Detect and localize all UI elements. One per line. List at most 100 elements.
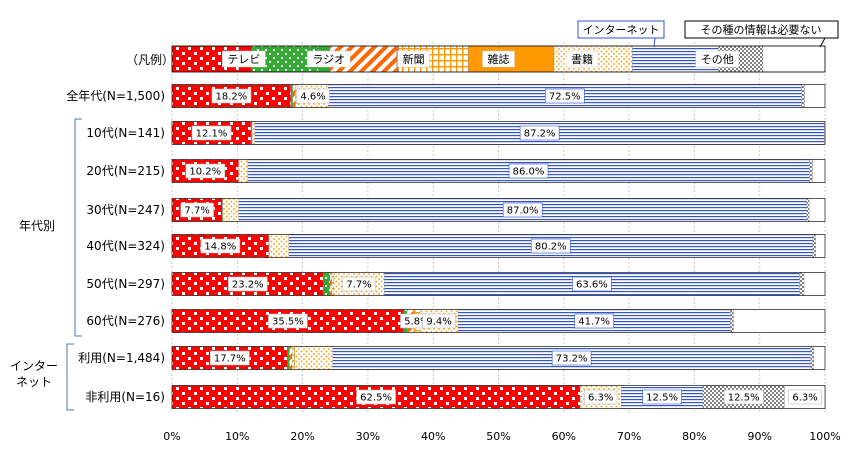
bar-segment [730, 309, 734, 333]
data-label-box [642, 389, 682, 405]
data-label-box [723, 389, 764, 405]
data-label: 12.5% [646, 393, 678, 404]
data-label-box [209, 350, 250, 366]
bar-frame [171, 234, 826, 258]
bar-segment [804, 84, 826, 108]
legend-label-box [222, 50, 266, 68]
data-label-box [268, 313, 308, 329]
data-label: 63.6% [576, 280, 608, 291]
x-tick-label: 40% [421, 430, 445, 443]
data-label-box [296, 88, 330, 104]
legend-label: 雑誌 [488, 52, 510, 66]
data-label: 12.5% [728, 393, 760, 404]
row-labels: 全年代(N=1,500) 10代(N=141) 20代(N=215) 30代(N=24… [66, 88, 165, 404]
bar-frame [171, 121, 826, 145]
bars [171, 84, 826, 409]
data-label: 87.2% [524, 129, 556, 140]
bar-segment [799, 272, 805, 296]
legend-label: テレビ [227, 53, 260, 66]
legend-swatch [762, 45, 826, 73]
bar-frame [171, 198, 826, 222]
data-label-box [422, 313, 456, 329]
data-label: 41.7% [578, 317, 610, 328]
row-label: 40代(N=324) [86, 239, 165, 253]
legend-label-box [695, 50, 740, 68]
bar-segment [323, 272, 331, 296]
x-axis-ticks: 0% 10% 20% 30% 40% 50% 60% 70% 80% 90% 100% [163, 430, 840, 443]
bar-frame [171, 272, 826, 296]
x-tick-label: 60% [552, 430, 576, 443]
legend-label-box [482, 50, 515, 68]
callout-none-text: その種の情報は必要ない [701, 23, 822, 37]
data-label: 86.0% [513, 167, 545, 178]
x-tick-label: 70% [617, 430, 641, 443]
x-tick-label: 80% [682, 430, 706, 443]
data-label: 6.3% [792, 393, 817, 404]
bar-segment [815, 234, 826, 258]
bar-segment [222, 198, 239, 222]
bar-frame [171, 346, 826, 370]
data-label-box [544, 88, 585, 104]
bar-segment [252, 121, 256, 145]
bar-segment [803, 272, 826, 296]
data-label: 62.5% [360, 393, 392, 404]
data-label-box [788, 389, 822, 405]
legend-label: その他 [701, 53, 734, 66]
legend-label-box [565, 50, 599, 68]
row-label: 30代(N=247) [86, 203, 165, 217]
callout-internet: インターネット [577, 20, 665, 48]
data-label: 10.2% [189, 167, 221, 178]
bar-segment [269, 234, 290, 258]
data-label: 7.7% [184, 206, 209, 217]
data-label-box [551, 350, 592, 366]
legend-label: ラジオ [312, 53, 345, 66]
bar-frame [171, 159, 826, 183]
bar-segment [294, 346, 333, 370]
legend-frame [171, 45, 826, 73]
data-label-box [185, 163, 226, 179]
data-label-box [502, 202, 543, 218]
legend-row-label: （凡例） [126, 53, 174, 67]
x-tick-label: 30% [356, 430, 380, 443]
data-label-box [200, 238, 241, 254]
data-label: 12.1% [196, 129, 228, 140]
bar-segment [292, 84, 296, 108]
bar-frame [171, 309, 826, 333]
data-label: 5.8% [404, 317, 429, 328]
bar-segment [250, 121, 253, 145]
bar-segment [733, 309, 826, 333]
row-label: 非利用(N=16) [85, 390, 165, 404]
bar-segment [292, 346, 295, 370]
bar-segment [290, 84, 293, 108]
callout-internet-text: インターネット [583, 24, 660, 37]
legend-label: 新聞 [403, 52, 425, 66]
data-label: 14.8% [204, 242, 236, 253]
bar-segment [812, 234, 817, 258]
bar-segment [289, 346, 293, 370]
row-label: 60代(N=276) [86, 314, 165, 328]
row-label: 50代(N=297) [86, 277, 165, 291]
bar-segment [812, 159, 826, 183]
bar-segment [238, 159, 248, 183]
data-label: 72.5% [549, 92, 581, 103]
x-tick-label: 0% [163, 430, 180, 443]
row-label: 20代(N=215) [86, 164, 165, 178]
bar-segment [813, 346, 826, 370]
bar-frame [171, 84, 826, 108]
legend-label: 書籍 [571, 52, 593, 66]
x-tick-label: 10% [225, 430, 249, 443]
data-label: 35.5% [272, 317, 304, 328]
data-label: 9.4% [426, 317, 451, 328]
internet-group-bracket [66, 343, 74, 411]
data-label: 17.7% [214, 354, 246, 365]
callout-none: その種の情報は必要ない [684, 20, 839, 48]
data-label-box [180, 202, 214, 218]
data-label-box [583, 389, 618, 405]
data-label-box [356, 389, 396, 405]
data-label-box [508, 163, 549, 179]
row-label: 10代(N=141) [86, 126, 165, 140]
bar-segment [809, 159, 813, 183]
row-label: 利用(N=1,484) [78, 351, 165, 365]
data-label-box [519, 125, 560, 141]
